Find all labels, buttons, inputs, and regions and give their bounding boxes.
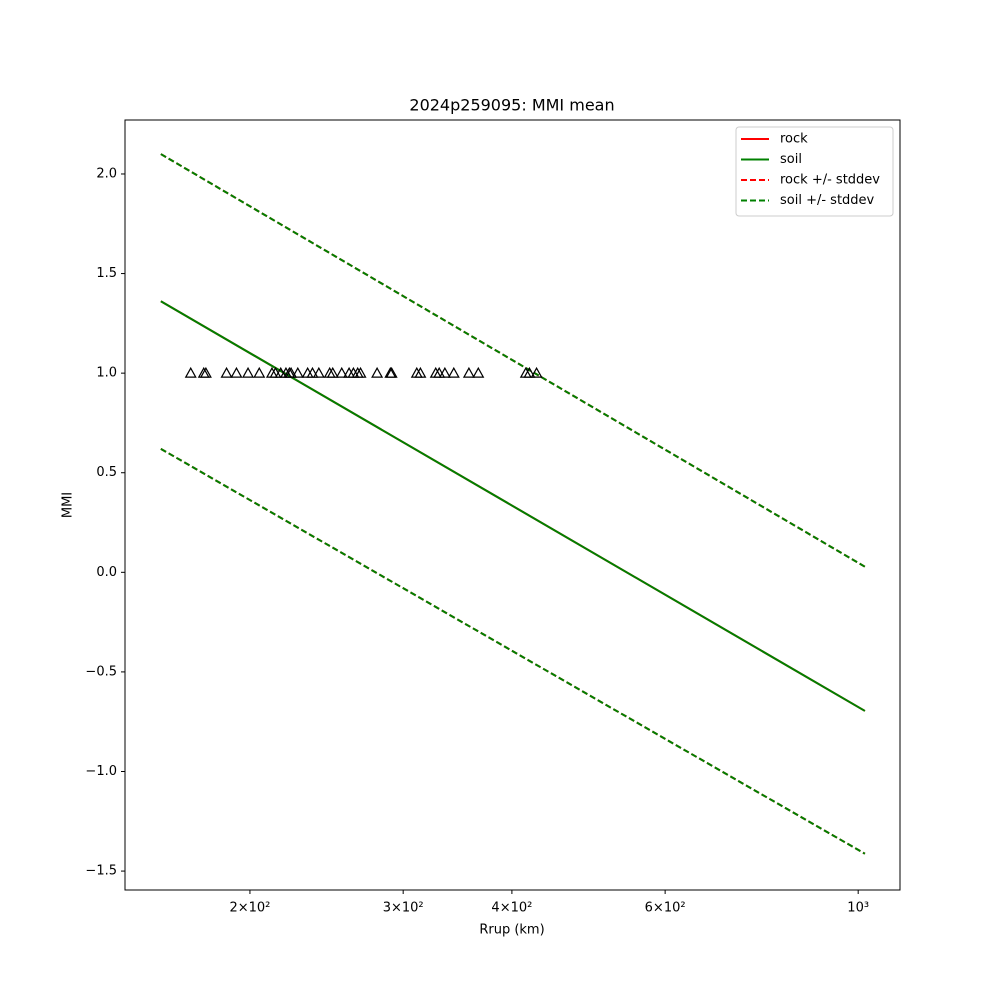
- station-marker: [312, 366, 325, 378]
- chart-title: 2024p259095: MMI mean: [409, 96, 614, 115]
- station-marker: [242, 366, 255, 378]
- line-values: [160, 153, 866, 568]
- plot-frame: [124, 119, 901, 891]
- legend-label: soil: [780, 152, 802, 167]
- x-tick-label: 6×10²: [645, 901, 686, 916]
- y-tick-label: −0.5: [85, 664, 117, 679]
- y-axis-label: MMI: [61, 492, 76, 518]
- station-marker: [523, 366, 536, 378]
- y-tick-label: 0.0: [96, 565, 117, 580]
- station-marker: [371, 366, 384, 378]
- station-marker: [220, 366, 233, 378]
- station-marker: [414, 366, 427, 378]
- line-lower: [160, 447, 866, 855]
- station-marker: [530, 366, 543, 378]
- x-tick-label: 2×10²: [229, 901, 270, 916]
- y-tick-label: −1.5: [85, 864, 117, 879]
- station-marker: [335, 366, 348, 378]
- station-marker: [447, 366, 460, 378]
- legend-box: [735, 126, 894, 217]
- x-tick-label: 3×10²: [383, 901, 424, 916]
- station-marker: [291, 366, 304, 378]
- station-marker: [438, 366, 451, 378]
- y-tick-label: −1.0: [85, 764, 117, 779]
- y-tick-label: 2.0: [96, 166, 117, 181]
- y-tick-label: 1.5: [96, 266, 117, 281]
- station-marker: [253, 366, 266, 378]
- station-marker: [306, 366, 319, 378]
- station-marker: [199, 366, 212, 378]
- line-values: [160, 300, 866, 712]
- station-marker: [354, 366, 367, 378]
- y-tick-label: 0.5: [96, 465, 117, 480]
- legend-label: rock +/- stddev: [780, 173, 880, 188]
- x-tick-label: 4×10²: [491, 901, 532, 916]
- station-marker: [285, 366, 298, 378]
- x-axis-label: Rrup (km): [479, 923, 544, 938]
- y-tick-label: 1.0: [96, 366, 117, 381]
- legend-label: rock: [780, 132, 808, 147]
- station-marker: [326, 366, 339, 378]
- station-marker: [472, 366, 485, 378]
- station-marker: [385, 366, 398, 378]
- station-marker: [462, 366, 475, 378]
- station-marker: [230, 366, 243, 378]
- x-tick-label: 10³: [847, 901, 869, 916]
- station-marker: [184, 366, 197, 378]
- legend-label: soil +/- stddev: [780, 193, 875, 208]
